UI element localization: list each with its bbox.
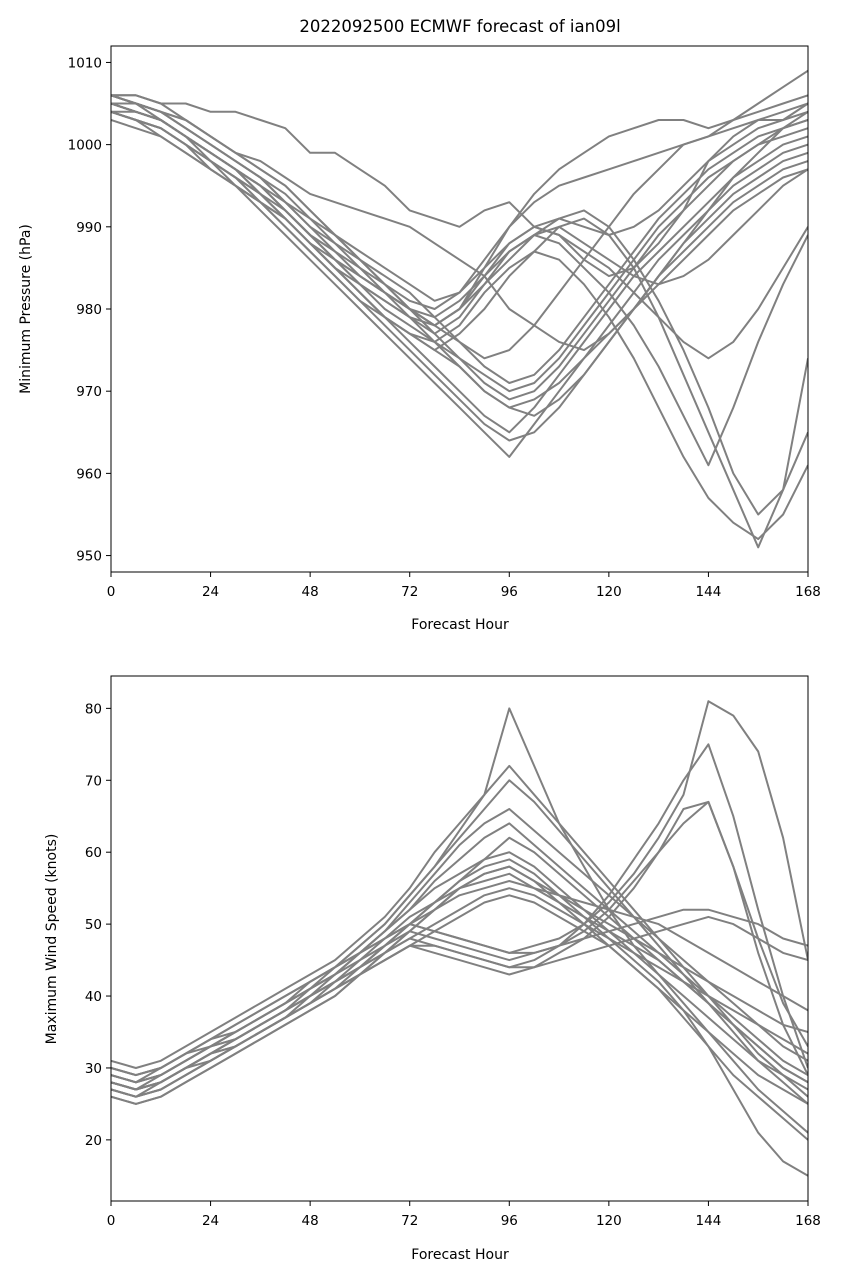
pressure-x-ticks: 0 24 48 72 96 120 144 168 bbox=[107, 572, 821, 600]
wind-member-line-17 bbox=[111, 908, 808, 1077]
wind-y-tick-label: 30 bbox=[85, 1061, 102, 1077]
wind-x-tick-label: 120 bbox=[596, 1213, 622, 1229]
pressure-series-group bbox=[111, 69, 808, 549]
wind-member-line-16 bbox=[111, 915, 808, 1091]
wind-axes-frame bbox=[110, 675, 809, 1202]
pressure-y-ticks: 950 960 970 980 990 1000 1010 bbox=[68, 55, 111, 565]
pressure-y-tick-label: 960 bbox=[76, 466, 102, 482]
pressure-x-tick-label: 96 bbox=[501, 584, 518, 600]
pressure-x-axis-label: Forecast Hour bbox=[411, 617, 509, 633]
wind-x-tick-label: 144 bbox=[696, 1213, 722, 1229]
pressure-member-line-20 bbox=[111, 69, 808, 310]
pressure-y-axis-label: Minimum Pressure (hPa) bbox=[18, 224, 34, 394]
wind-member-line-20 bbox=[111, 894, 808, 1141]
wind-member-line-19 bbox=[111, 865, 808, 1105]
pressure-y-tick-label: 950 bbox=[76, 549, 102, 565]
wind-y-tick-label: 50 bbox=[85, 917, 102, 933]
pressure-x-tick-label: 24 bbox=[202, 584, 219, 600]
wind-x-tick-label: 72 bbox=[401, 1213, 418, 1229]
wind-x-tick-label: 24 bbox=[202, 1213, 219, 1229]
pressure-y-tick-label: 1010 bbox=[68, 55, 102, 71]
pressure-panel: 2022092500 ECMWF forecast of ian09l 0 24 4… bbox=[18, 17, 821, 633]
pressure-y-tick-label: 990 bbox=[76, 220, 102, 236]
wind-x-ticks: 0 24 48 72 96 120 144 168 bbox=[107, 1201, 821, 1229]
pressure-x-tick-label: 168 bbox=[795, 584, 821, 600]
pressure-x-tick-label: 120 bbox=[596, 584, 622, 600]
wind-y-tick-label: 80 bbox=[85, 701, 102, 717]
wind-y-tick-label: 40 bbox=[85, 989, 102, 1005]
wind-x-axis-label: Forecast Hour bbox=[411, 1247, 509, 1263]
wind-y-tick-label: 20 bbox=[85, 1133, 102, 1149]
wind-member-line-18 bbox=[111, 887, 808, 1177]
pressure-axes-frame bbox=[110, 45, 809, 573]
wind-y-axis-label: Maximum Wind Speed (knots) bbox=[44, 834, 60, 1045]
pressure-member-line-19 bbox=[111, 110, 808, 541]
wind-member-line-15 bbox=[111, 800, 808, 1084]
pressure-y-tick-label: 1000 bbox=[68, 138, 102, 154]
pressure-x-tick-label: 144 bbox=[696, 584, 722, 600]
pressure-member-line-18 bbox=[111, 94, 808, 467]
wind-x-tick-label: 96 bbox=[501, 1213, 518, 1229]
pressure-y-tick-label: 970 bbox=[76, 384, 102, 400]
pressure-x-tick-label: 72 bbox=[401, 584, 418, 600]
wind-panel: 0 24 48 72 96 120 144 168 20 30 40 50 60 70 80 Foreca… bbox=[44, 675, 821, 1263]
wind-y-tick-label: 70 bbox=[85, 773, 102, 789]
wind-x-tick-label: 0 bbox=[107, 1213, 116, 1229]
wind-series-group bbox=[111, 700, 808, 1177]
pressure-x-tick-label: 0 bbox=[107, 584, 116, 600]
wind-y-tick-label: 60 bbox=[85, 845, 102, 861]
pressure-y-tick-label: 980 bbox=[76, 302, 102, 318]
wind-x-tick-label: 48 bbox=[302, 1213, 319, 1229]
pressure-member-line-16 bbox=[111, 110, 808, 516]
wind-x-tick-label: 168 bbox=[795, 1213, 821, 1229]
wind-member-line-5 bbox=[111, 764, 808, 1098]
pressure-x-tick-label: 48 bbox=[302, 584, 319, 600]
wind-member-line-9 bbox=[111, 822, 808, 1084]
chart-title: 2022092500 ECMWF forecast of ian09l bbox=[299, 17, 620, 36]
wind-y-ticks: 20 30 40 50 60 70 80 bbox=[85, 701, 111, 1149]
wind-member-line-4 bbox=[111, 808, 808, 1084]
